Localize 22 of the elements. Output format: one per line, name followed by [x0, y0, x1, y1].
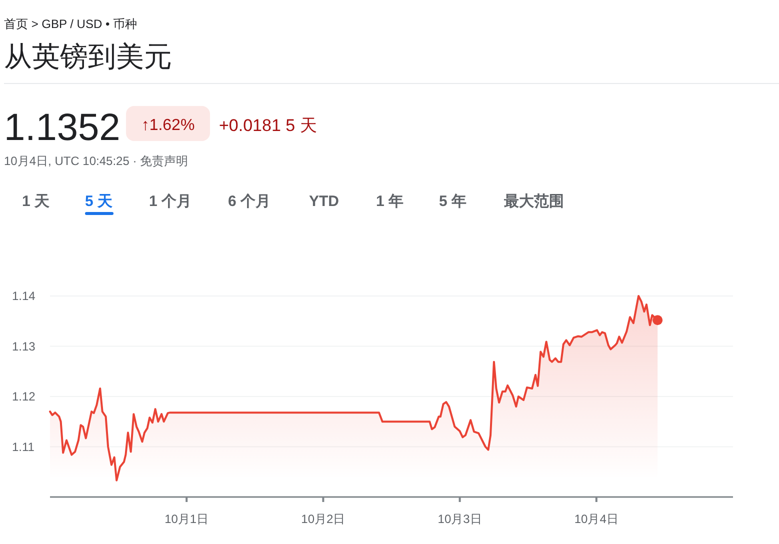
- y-tick-label: 1.12: [12, 390, 36, 404]
- y-tick-label: 1.13: [12, 339, 36, 354]
- y-tick-label: 1.14: [12, 289, 36, 303]
- text: ↑1.62%: [141, 117, 195, 134]
- text: 1 天: [22, 193, 51, 210]
- text: +0.0181 5 天: [219, 116, 317, 135]
- y-tick-label: 1.11: [12, 440, 35, 454]
- text: 首页 > GBP / USD • 币种: [4, 17, 138, 31]
- text: YTD: [309, 193, 340, 210]
- text: 最大范围: [503, 193, 564, 210]
- text: 5 年: [439, 193, 467, 210]
- text: 5 天: [85, 193, 114, 210]
- x-tick-label: 10月4日: [574, 512, 618, 526]
- text: 10月4日, UTC 10:45:25 · 免责声明: [4, 154, 188, 168]
- text: 1 年: [376, 193, 404, 210]
- chart-title: 从英镑到美元: [4, 41, 172, 72]
- text: 1.1352: [4, 107, 120, 149]
- text: 6 个月: [228, 193, 271, 210]
- x-tick-label: 10月1日: [164, 512, 209, 526]
- x-tick-label: 10月2日: [301, 512, 346, 526]
- text: 1 个月: [149, 193, 192, 210]
- x-tick-label: 10月3日: [438, 512, 482, 526]
